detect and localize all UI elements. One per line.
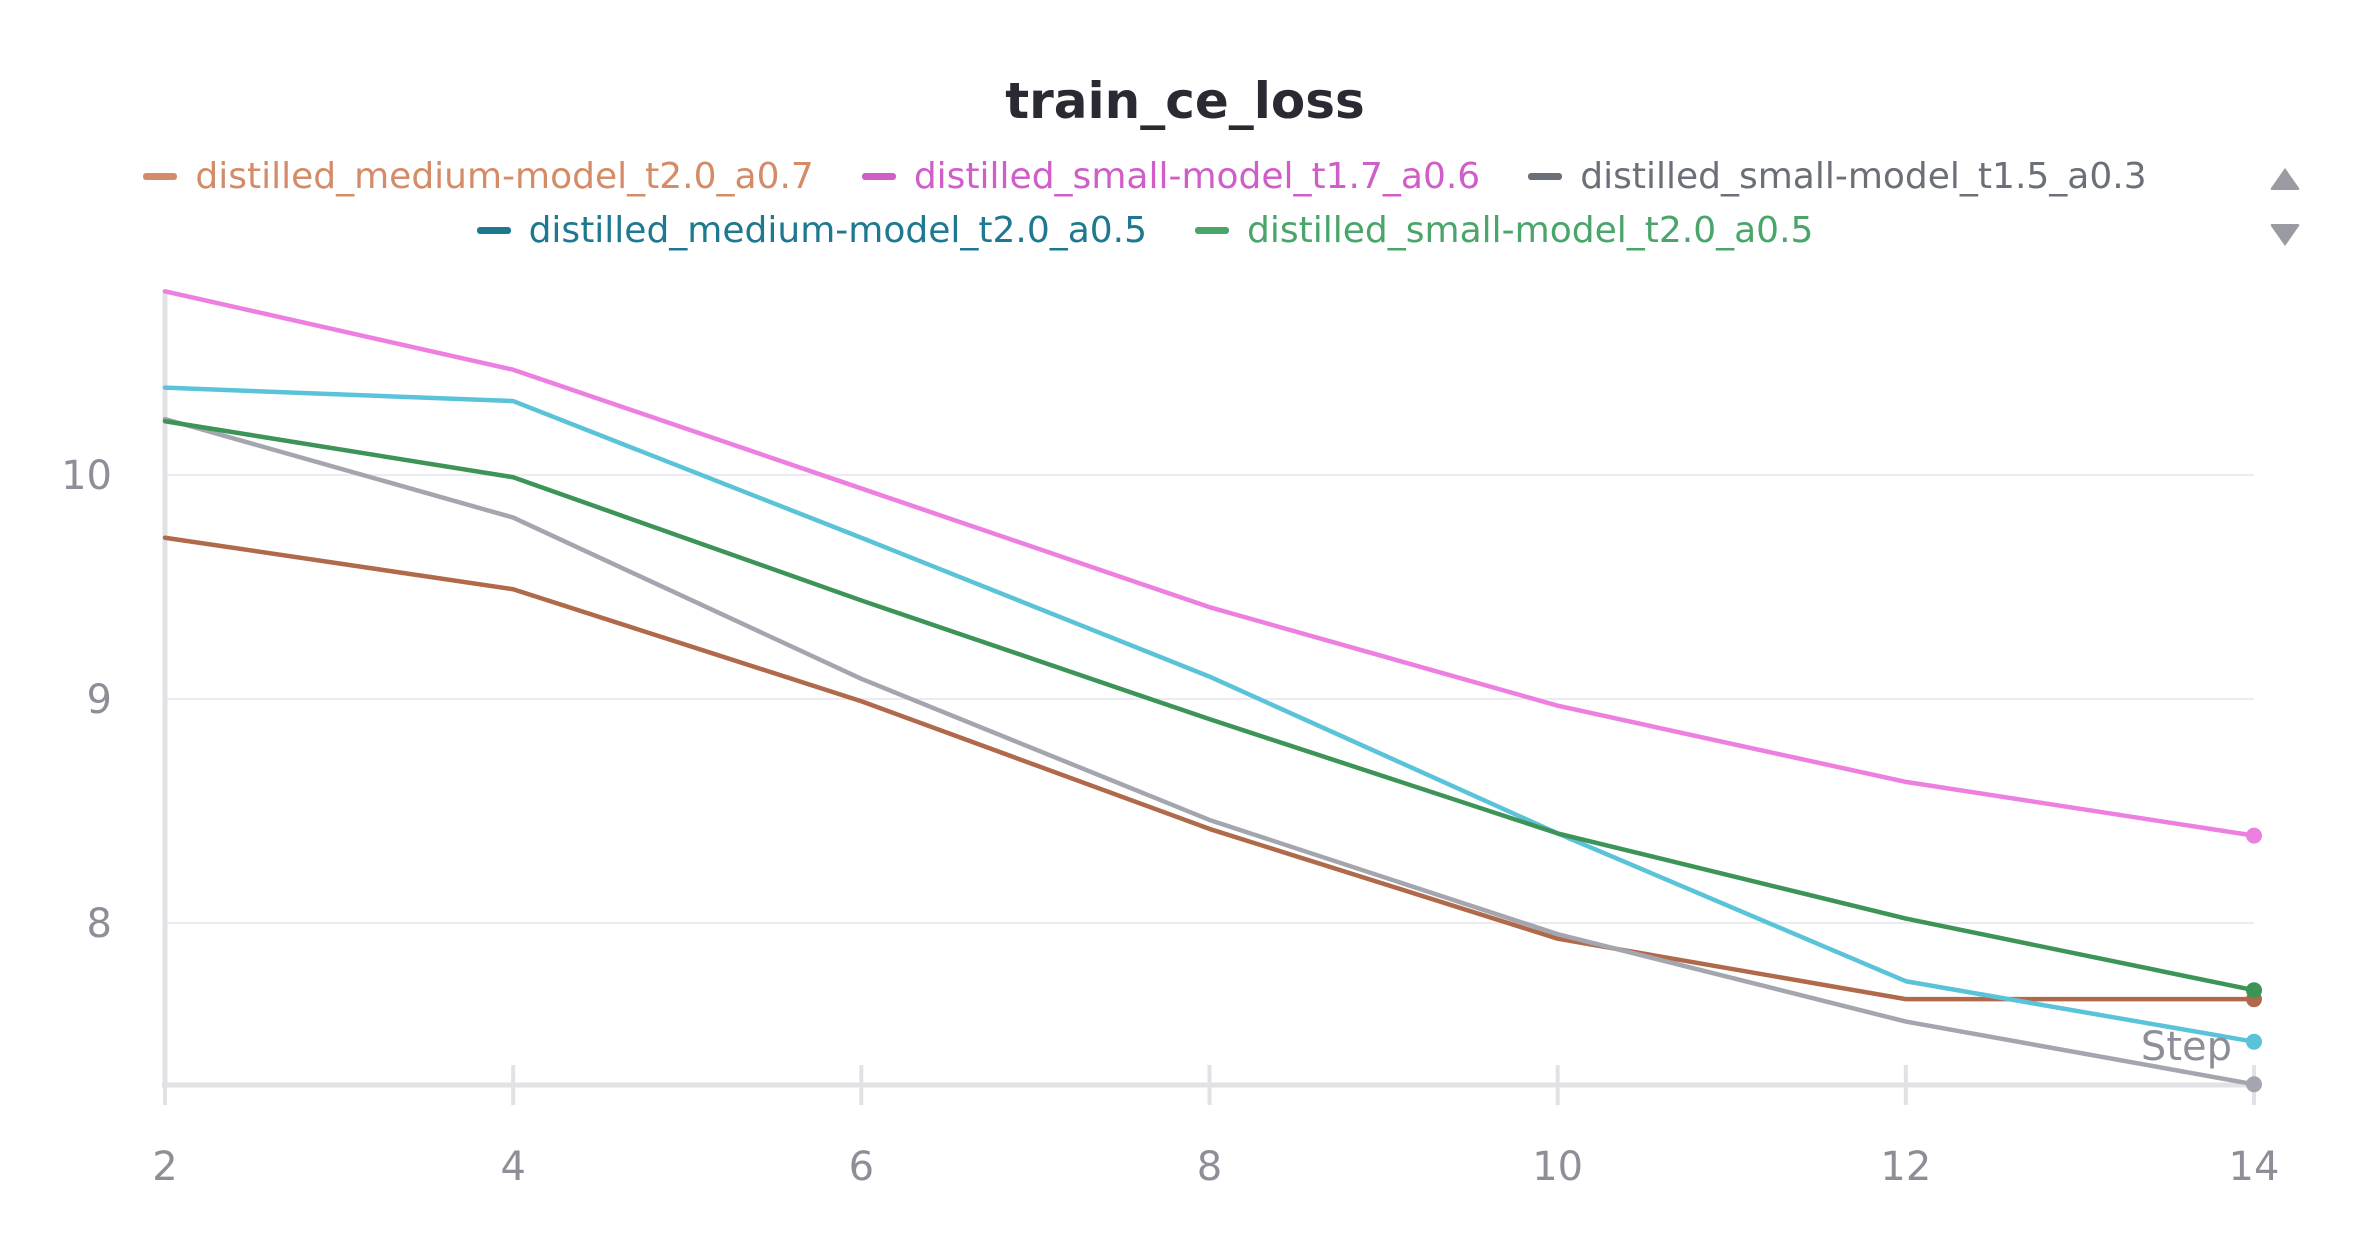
series-end-point xyxy=(2246,1076,2262,1093)
legend-scroll-down-icon[interactable] xyxy=(2268,220,2302,250)
series-line xyxy=(162,416,2257,1087)
series-end-point xyxy=(2246,827,2262,844)
grid xyxy=(165,474,2254,924)
legend-scroll xyxy=(2268,158,2302,248)
legend-item[interactable]: distilled_medium-model_t2.0_a0.7 xyxy=(143,156,814,197)
series-line xyxy=(162,535,2257,1002)
legend-label: distilled_small-model_t1.5_a0.3 xyxy=(1580,156,2147,197)
legend-item[interactable]: distilled_small-model_t1.7_a0.6 xyxy=(861,156,1481,197)
legend-label: distilled_small-model_t2.0_a0.5 xyxy=(1247,210,1814,251)
legend-item[interactable]: distilled_small-model_t2.0_a0.5 xyxy=(1195,210,1813,251)
legend-label: distilled_medium-model_t2.0_a0.7 xyxy=(195,156,814,197)
legend-swatch xyxy=(143,173,178,180)
legend-item[interactable]: distilled_medium-model_t2.0_a0.5 xyxy=(476,210,1148,251)
y-tick-label: 9 xyxy=(87,677,112,723)
x-axis-label: Step xyxy=(2141,1024,2232,1070)
series-lines xyxy=(162,289,2262,1093)
x-tick-label: 12 xyxy=(1880,1144,1931,1190)
series-line xyxy=(162,385,2257,1044)
series-end-point xyxy=(2246,1033,2262,1050)
legend-label: distilled_small-model_t1.7_a0.6 xyxy=(913,156,1481,197)
x-tick-label: 10 xyxy=(1532,1144,1583,1190)
x-tick-label: 2 xyxy=(152,1144,177,1190)
chart-title: train_ce_loss xyxy=(1005,72,1365,130)
legend-row: distilled_medium-model_t2.0_a0.7 distille… xyxy=(0,156,2290,197)
x-tick-label: 4 xyxy=(500,1144,525,1190)
legend-label: distilled_medium-model_t2.0_a0.5 xyxy=(528,210,1148,251)
legend-scroll-up-icon[interactable] xyxy=(2268,164,2302,194)
axes: 8 9 10 2 4 6 8 10 12 14 xyxy=(61,290,2279,1190)
x-tick-label: 6 xyxy=(849,1144,874,1190)
y-tick-label: 10 xyxy=(61,453,112,499)
legend-swatch xyxy=(476,227,511,234)
legend-item[interactable]: distilled_small-model_t1.5_a0.3 xyxy=(1528,156,2147,197)
series-line xyxy=(162,289,2257,838)
x-tick-label: 8 xyxy=(1197,1144,1222,1190)
legend-swatch xyxy=(1195,227,1230,234)
series-line xyxy=(162,418,2257,993)
series-end-point xyxy=(2246,982,2262,999)
legend-swatch xyxy=(1528,173,1563,180)
x-tick-label: 14 xyxy=(2229,1144,2280,1190)
legend-row: distilled_medium-model_t2.0_a0.5 distille… xyxy=(0,210,2290,251)
y-tick-label: 8 xyxy=(87,901,112,947)
legend-swatch xyxy=(861,173,896,180)
